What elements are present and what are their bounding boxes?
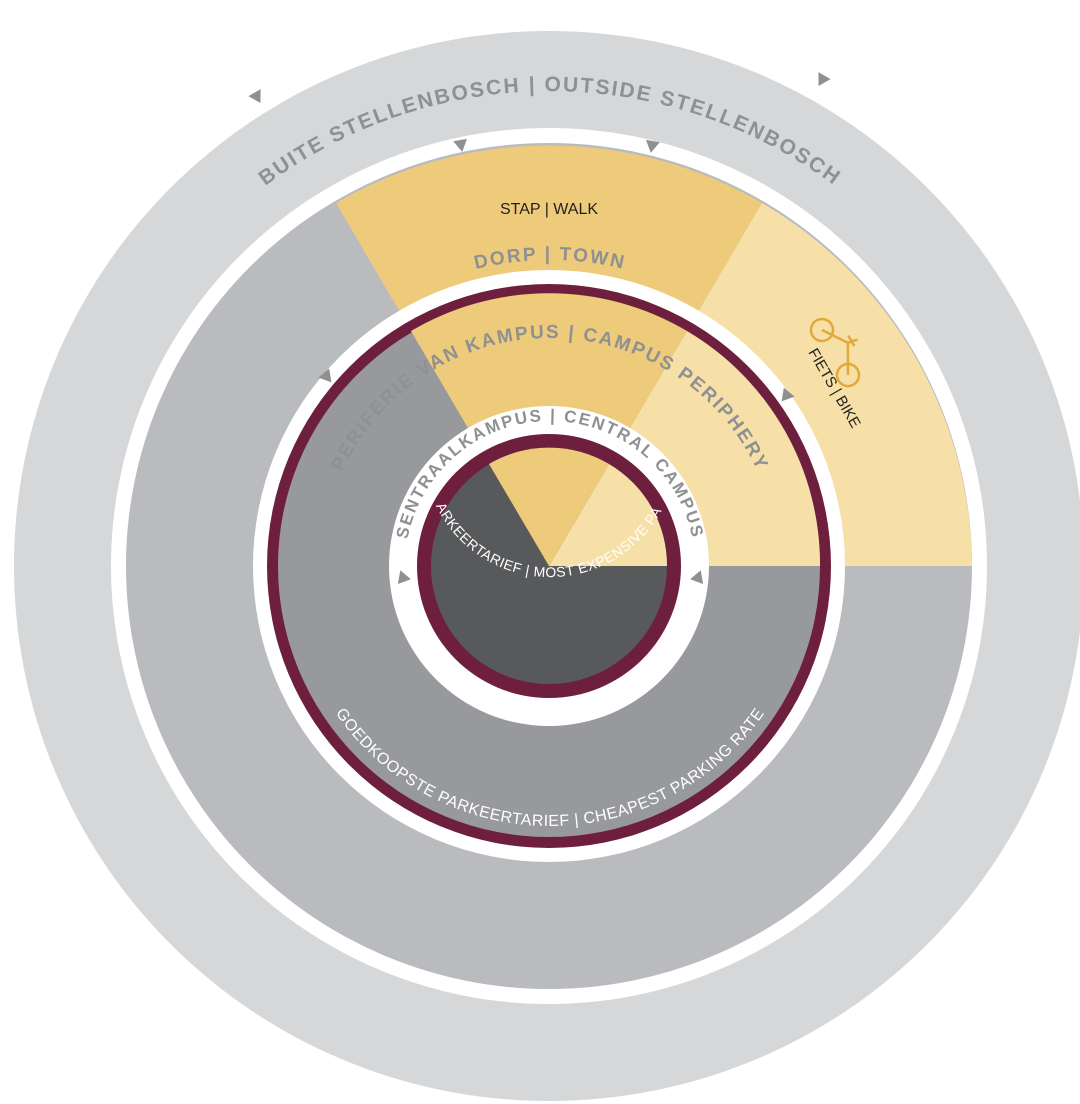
walk-label: STAP | WALK: [500, 201, 598, 218]
bicycle-icon: [809, 317, 861, 388]
ring-arrows: [248, 72, 831, 585]
triangle-down-icon: [818, 72, 831, 87]
triangle-down-icon: [690, 570, 704, 585]
triangle-down-icon: [397, 570, 411, 585]
triangle-down-icon: [248, 89, 261, 104]
triangle-down-icon: [453, 138, 468, 152]
triangle-down-icon: [645, 139, 660, 153]
triangle-down-icon: [781, 387, 795, 402]
triangle-down-icon: [318, 368, 332, 383]
bike-sector-core: [549, 464, 668, 566]
walk-sector-core: [489, 447, 609, 566]
